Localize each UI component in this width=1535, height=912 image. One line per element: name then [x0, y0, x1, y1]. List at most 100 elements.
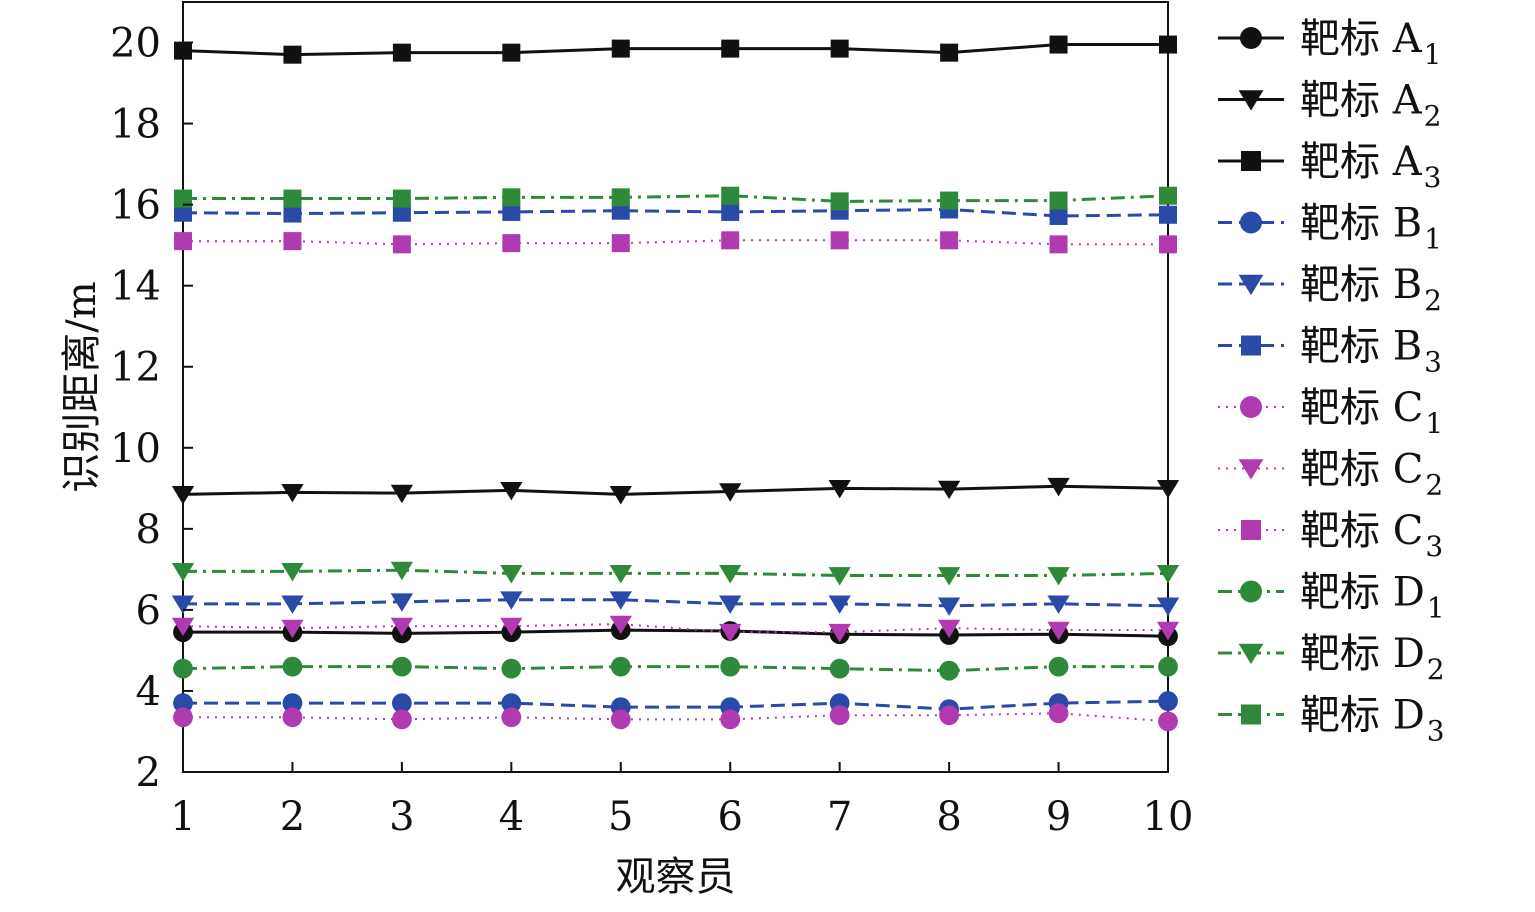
data-point [609, 591, 632, 610]
legend-entry: 靶标 D1 [1218, 570, 1445, 625]
data-point [174, 41, 192, 60]
legend-label: 靶标 D2 [1300, 631, 1445, 686]
data-point [1156, 565, 1180, 584]
series-靶标-C1 [173, 703, 1178, 732]
data-point [830, 231, 849, 250]
data-point [174, 189, 192, 208]
legend-entry: 靶标 C2 [1218, 447, 1443, 502]
legend-entry: 靶标 A1 [1218, 16, 1441, 71]
x-tick-label: 4 [499, 794, 524, 840]
legend-label: 靶标 B1 [1300, 201, 1442, 256]
legend-entry: 靶标 D3 [1218, 693, 1445, 748]
data-point [392, 235, 411, 254]
data-point [500, 617, 523, 637]
data-point [281, 595, 304, 614]
data-point [501, 658, 522, 679]
data-point [609, 486, 632, 505]
legend-entry: 靶标 A2 [1218, 78, 1441, 133]
data-point [502, 234, 521, 253]
data-point [1159, 205, 1177, 224]
legend-label: 靶标 D3 [1300, 693, 1445, 748]
data-point [611, 188, 630, 207]
data-point [390, 561, 414, 581]
data-point [283, 232, 302, 251]
series-line [183, 628, 1169, 638]
data-point [830, 192, 849, 211]
legend-entry: 靶标 B1 [1218, 201, 1442, 256]
y-axis-title: 识别距离/m [59, 281, 105, 492]
data-point [720, 656, 741, 677]
data-point [829, 705, 850, 726]
series-靶标-D2 [171, 561, 1180, 586]
data-point [1158, 711, 1178, 732]
data-point [392, 203, 411, 222]
data-point [282, 707, 303, 728]
data-point [937, 480, 961, 500]
data-point [1047, 477, 1070, 497]
legend-label: 靶标 C3 [1300, 508, 1443, 563]
plot-frame [182, 1, 1169, 773]
data-point [1159, 186, 1177, 205]
data-point [940, 191, 959, 210]
x-axis-title: 观察员 [616, 854, 736, 900]
legend-entry: 靶标 B2 [1218, 262, 1442, 317]
data-point [721, 202, 740, 221]
x-tick-label: 5 [608, 794, 633, 840]
data-point [1049, 191, 1068, 210]
data-point [173, 658, 193, 679]
x-tick-label: 7 [827, 794, 852, 840]
data-point [1047, 595, 1070, 614]
legend-marker [1240, 580, 1262, 603]
x-tick-label: 8 [936, 794, 961, 840]
data-point [719, 565, 742, 584]
data-point [937, 567, 961, 586]
data-point [501, 693, 522, 714]
data-point [500, 565, 523, 584]
data-point [390, 484, 414, 504]
legend-marker [1241, 151, 1261, 171]
x-tick-label: 10 [1143, 794, 1194, 840]
data-point [500, 591, 523, 610]
y-tick-label: 16 [110, 183, 161, 229]
data-point [502, 43, 521, 62]
series-靶标-A1 [173, 620, 1178, 647]
x-tick-label: 2 [280, 794, 305, 840]
y-tick-label: 4 [136, 669, 161, 715]
data-point [610, 656, 631, 677]
legend-label: 靶标 B3 [1300, 324, 1442, 379]
x-tick-label: 3 [389, 794, 414, 840]
data-point [1047, 567, 1070, 586]
series-靶标-B2 [171, 591, 1180, 616]
y-tick-label: 14 [110, 264, 161, 310]
data-point [719, 595, 742, 614]
data-point [828, 479, 851, 499]
y-tick-label: 10 [110, 426, 161, 472]
series-靶标-C2 [171, 615, 1180, 643]
data-point [283, 45, 302, 64]
legend-entry: 靶标 C3 [1218, 508, 1443, 563]
legend-marker [1238, 274, 1264, 296]
legend-label: 靶标 B2 [1300, 262, 1442, 317]
data-point [391, 656, 412, 677]
legend-label: 靶标 C1 [1300, 385, 1443, 440]
series-靶标-B3 [174, 200, 1177, 225]
data-point [721, 39, 740, 58]
data-point [940, 231, 959, 250]
data-point [281, 619, 304, 639]
data-point [1158, 691, 1178, 711]
series-line [183, 699, 1169, 711]
legend-label: 靶标 D1 [1300, 570, 1445, 625]
data-point [721, 186, 740, 205]
data-point [609, 565, 632, 584]
series-靶标-C3 [174, 231, 1177, 254]
legend-marker [1241, 704, 1261, 725]
legend-label: 靶标 A3 [1300, 139, 1441, 194]
legend-marker [1240, 396, 1262, 418]
data-point [390, 617, 414, 637]
data-point [282, 656, 303, 677]
series-靶标-D3 [174, 186, 1177, 211]
data-point [283, 189, 302, 208]
data-point [1159, 235, 1177, 254]
data-point [501, 707, 522, 728]
data-point [1048, 703, 1069, 724]
